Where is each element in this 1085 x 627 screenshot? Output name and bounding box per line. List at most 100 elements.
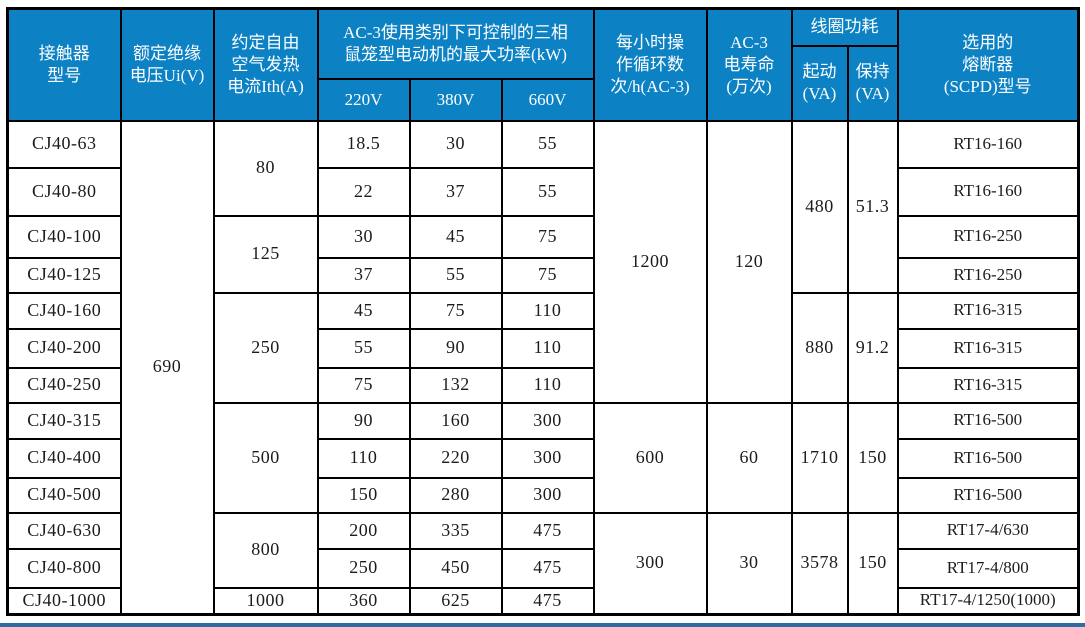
model-cell: CJ40-160 [6,291,122,330]
power-380v-cell: 450 [408,547,503,589]
power-220v-cell: 75 [316,366,411,404]
coil-start-cell: 480 [790,119,849,294]
fuse-cell: RT16-250 [896,256,1080,294]
fuse-cell: RT16-250 [896,214,1080,259]
power-380v-cell: 220 [408,437,503,479]
electrical-life-cell: 30 [705,511,793,616]
header-max-motor-power-group: AC-3使用类别下可控制的三相 鼠笼型电动机的最大功率(kW) [316,7,595,80]
power-380v-cell: 30 [408,119,503,169]
power-660v-cell: 110 [500,366,595,404]
header-thermal-current: 约定自由 空气发热 电流Ith(A) [212,7,319,122]
header-380v: 380V [408,77,503,122]
power-660v-cell: 300 [500,437,595,479]
power-380v-cell: 625 [408,586,503,616]
coil-start-cell: 1710 [790,401,849,514]
thermal-current-cell: 800 [212,511,319,589]
power-220v-cell: 360 [316,586,411,616]
rated-voltage-cell: 690 [119,119,215,616]
power-660v-cell: 475 [500,511,595,550]
thermal-current-cell: 1000 [212,586,319,616]
fuse-cell: RT17-4/800 [896,547,1080,589]
power-660v-cell: 110 [500,327,595,369]
power-380v-cell: 75 [408,291,503,330]
fuse-cell: RT16-315 [896,327,1080,369]
table-body: CJ40-63 690 80 18.5 30 55 1200 120 480 51.3 RT16-1… [6,119,1080,616]
power-380v-cell: 132 [408,366,503,404]
power-660v-cell: 300 [500,401,595,440]
header-coil-start-va: 起动 (VA) [790,44,849,122]
coil-start-cell: 3578 [790,511,849,616]
thermal-current-cell: 125 [212,214,319,294]
power-220v-cell: 250 [316,547,411,589]
model-cell: CJ40-630 [6,511,122,550]
header-coil-hold-va: 保持 (VA) [846,44,899,122]
fuse-cell: RT16-160 [896,119,1080,169]
thermal-current-cell: 250 [212,291,319,404]
header-fuse-type: 选用的 熔断器 (SCPD)型号 [896,7,1080,122]
power-660v-cell: 475 [500,547,595,589]
power-660v-cell: 75 [500,256,595,294]
fuse-cell: RT16-315 [896,366,1080,404]
contactor-spec-table: 接触器 型号 额定绝缘 电压Ui(V) 约定自由 空气发热 电流Ith(A) AC-3… [6,7,1080,616]
thermal-current-cell: 80 [212,119,319,217]
model-cell: CJ40-1000 [6,586,122,616]
fuse-cell: RT16-500 [896,476,1080,514]
coil-start-cell: 880 [790,291,849,404]
header-rated-insulation-voltage: 额定绝缘 电压Ui(V) [119,7,215,122]
thermal-current-cell: 500 [212,401,319,514]
ops-per-hour-cell: 1200 [592,119,708,404]
model-cell: CJ40-100 [6,214,122,259]
power-220v-cell: 90 [316,401,411,440]
power-220v-cell: 150 [316,476,411,514]
model-cell: CJ40-500 [6,476,122,514]
power-220v-cell: 45 [316,291,411,330]
model-cell: CJ40-63 [6,119,122,169]
model-cell: CJ40-200 [6,327,122,369]
power-660v-cell: 55 [500,166,595,217]
power-660v-cell: 475 [500,586,595,616]
model-cell: CJ40-80 [6,166,122,217]
power-380v-cell: 280 [408,476,503,514]
coil-hold-cell: 150 [846,401,899,514]
fuse-cell: RT17-4/630 [896,511,1080,550]
coil-hold-cell: 150 [846,511,899,616]
header-660v: 660V [500,77,595,122]
power-660v-cell: 300 [500,476,595,514]
power-380v-cell: 335 [408,511,503,550]
fuse-cell: RT16-500 [896,401,1080,440]
fuse-cell: RT16-160 [896,166,1080,217]
model-cell: CJ40-400 [6,437,122,479]
power-660v-cell: 55 [500,119,595,169]
electrical-life-cell: 120 [705,119,793,404]
ops-per-hour-cell: 300 [592,511,708,616]
power-660v-cell: 75 [500,214,595,259]
power-220v-cell: 110 [316,437,411,479]
power-380v-cell: 37 [408,166,503,217]
header-electrical-life: AC-3 电寿命 (万次) [705,7,793,122]
header-220v: 220V [316,77,411,122]
power-220v-cell: 55 [316,327,411,369]
header-operating-cycles-per-hour: 每小时操 作循环数 次/h(AC-3) [592,7,708,122]
table-header: 接触器 型号 额定绝缘 电压Ui(V) 约定自由 空气发热 电流Ith(A) AC-3… [6,7,1080,122]
power-380v-cell: 90 [408,327,503,369]
power-220v-cell: 37 [316,256,411,294]
power-380v-cell: 55 [408,256,503,294]
power-660v-cell: 110 [500,291,595,330]
model-cell: CJ40-800 [6,547,122,589]
power-220v-cell: 18.5 [316,119,411,169]
bottom-accent-strip [0,623,1085,627]
power-220v-cell: 22 [316,166,411,217]
power-220v-cell: 200 [316,511,411,550]
model-cell: CJ40-250 [6,366,122,404]
electrical-life-cell: 60 [705,401,793,514]
fuse-cell: RT17-4/1250(1000) [896,586,1080,616]
power-380v-cell: 160 [408,401,503,440]
fuse-cell: RT16-315 [896,291,1080,330]
power-220v-cell: 30 [316,214,411,259]
header-coil-power-group: 线圈功耗 [790,7,899,47]
coil-hold-cell: 51.3 [846,119,899,294]
ops-per-hour-cell: 600 [592,401,708,514]
model-cell: CJ40-125 [6,256,122,294]
fuse-cell: RT16-500 [896,437,1080,479]
